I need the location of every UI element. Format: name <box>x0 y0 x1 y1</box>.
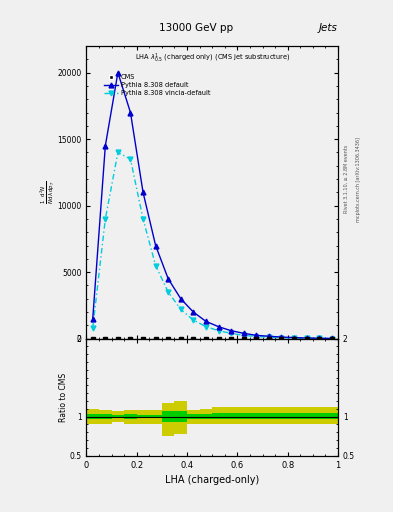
Y-axis label: Ratio to CMS: Ratio to CMS <box>59 373 68 422</box>
Legend: CMS, Pythia 8.308 default, Pythia 8.308 vincia-default: CMS, Pythia 8.308 default, Pythia 8.308 … <box>102 73 212 97</box>
Text: mcplots.cern.ch [arXiv:1306.3436]: mcplots.cern.ch [arXiv:1306.3436] <box>356 137 361 222</box>
Text: Jets: Jets <box>319 23 338 33</box>
Y-axis label: $\frac{1}{N}\frac{\mathrm{d}^2 N}{\mathrm{d}\lambda\,\mathrm{d}p_T}$: $\frac{1}{N}\frac{\mathrm{d}^2 N}{\mathr… <box>38 181 56 204</box>
Text: LHA $\lambda^{1}_{0.5}$ (charged only) (CMS jet substructure): LHA $\lambda^{1}_{0.5}$ (charged only) (… <box>134 52 290 65</box>
Text: 13000 GeV pp: 13000 GeV pp <box>160 23 233 33</box>
X-axis label: LHA (charged-only): LHA (charged-only) <box>165 475 259 485</box>
Text: Rivet 3.1.10, ≥ 2.8M events: Rivet 3.1.10, ≥ 2.8M events <box>344 145 349 214</box>
